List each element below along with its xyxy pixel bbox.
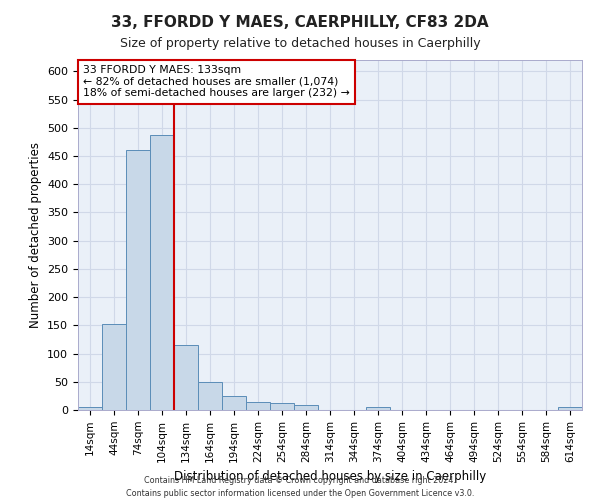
Text: Size of property relative to detached houses in Caerphilly: Size of property relative to detached ho… [119, 38, 481, 51]
X-axis label: Distribution of detached houses by size in Caerphilly: Distribution of detached houses by size … [174, 470, 486, 483]
Bar [294, 405, 318, 410]
Bar [102, 324, 126, 410]
Bar [78, 407, 102, 410]
Bar [150, 135, 174, 410]
Text: 33 FFORDD Y MAES: 133sqm
← 82% of detached houses are smaller (1,074)
18% of sem: 33 FFORDD Y MAES: 133sqm ← 82% of detach… [83, 66, 350, 98]
Bar [126, 150, 150, 410]
Y-axis label: Number of detached properties: Number of detached properties [29, 142, 41, 328]
Bar [246, 402, 270, 410]
Bar [198, 382, 222, 410]
Bar [270, 402, 294, 410]
Bar [558, 407, 582, 410]
Bar [366, 406, 390, 410]
Text: Contains HM Land Registry data © Crown copyright and database right 2024.
Contai: Contains HM Land Registry data © Crown c… [126, 476, 474, 498]
Text: 33, FFORDD Y MAES, CAERPHILLY, CF83 2DA: 33, FFORDD Y MAES, CAERPHILLY, CF83 2DA [111, 15, 489, 30]
Bar [222, 396, 246, 410]
Bar [174, 345, 198, 410]
